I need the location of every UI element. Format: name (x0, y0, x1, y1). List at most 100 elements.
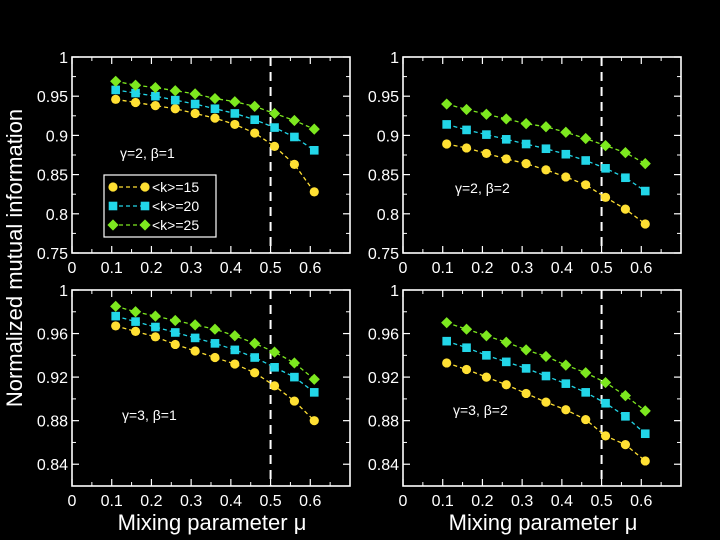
panel-bottom-left: 0 0.1 0.2 0.3 0.4 0.5 0.6 0.84 0.88 0.92 0.96 1 γ=3,… (37, 283, 351, 510)
data-point (521, 388, 531, 399)
data-point (601, 398, 610, 408)
data-point (561, 149, 571, 159)
data-point (269, 141, 280, 151)
data-point (640, 219, 650, 229)
x-tick-label: 0.5 (590, 493, 612, 510)
data-point (621, 412, 630, 421)
data-point (620, 204, 631, 214)
data-point (580, 132, 592, 145)
x-tick-label: 0.6 (299, 493, 321, 510)
series-k25 (441, 98, 651, 170)
data-point (309, 187, 319, 197)
data-point (249, 100, 261, 112)
data-point (111, 321, 121, 331)
data-point (250, 368, 260, 378)
plot-frame (402, 56, 682, 254)
data-point (230, 359, 240, 369)
series-k20 (111, 85, 319, 155)
x-tick-label: 0 (399, 493, 408, 510)
y-tick-label: 0.96 (368, 327, 399, 344)
x-tick-label: 0.1 (432, 493, 454, 510)
data-point (481, 372, 491, 382)
data-point (442, 336, 451, 346)
y-tick-label: 0.85 (368, 168, 399, 185)
data-point (190, 333, 200, 343)
y-tick-label: 1 (59, 50, 68, 67)
data-point (170, 328, 180, 337)
x-tick-label: 0.4 (220, 260, 242, 277)
y-tick-label: 0.92 (37, 370, 68, 387)
legend-item-k15: <k>=15 (108, 179, 199, 195)
data-point (189, 319, 201, 331)
data-point (209, 323, 221, 335)
data-point (501, 357, 511, 367)
data-point (111, 94, 121, 104)
data-point (151, 322, 160, 332)
data-point (520, 344, 532, 356)
legend-item-k25: <k>=25 (107, 217, 199, 233)
y-tick-label: 1 (59, 283, 68, 300)
data-point (581, 414, 591, 425)
legend-marker (108, 201, 118, 211)
data-point (619, 390, 631, 402)
data-point (500, 336, 512, 348)
data-point (268, 346, 281, 358)
data-point (640, 429, 650, 439)
data-point (290, 132, 299, 142)
data-point (442, 358, 452, 368)
data-point (619, 147, 631, 159)
data-point (149, 81, 161, 94)
data-point (621, 173, 630, 183)
y-tick-label: 1 (390, 50, 399, 67)
data-point (480, 108, 492, 120)
y-tick-label: 0.75 (368, 246, 399, 263)
series-k25 (110, 300, 320, 385)
panel-bottom-right: 0 0.1 0.2 0.3 0.4 0.5 0.6 0.84 0.88 0.92 0.96 1 γ=3,… (368, 283, 682, 510)
legend-label: <k>=15 (152, 179, 199, 195)
y-tick-label: 0.96 (37, 327, 68, 344)
panel-label: γ=2, β=1 (120, 145, 175, 161)
x-tick-label: 0.3 (180, 260, 202, 277)
x-tick-label: 0.3 (180, 493, 202, 510)
y-tick-label: 0.95 (368, 89, 399, 106)
x-tick-label: 0.1 (101, 493, 123, 510)
data-point (561, 172, 571, 182)
y-tick-label: 1 (390, 283, 399, 300)
y-tick-label: 0.85 (37, 168, 68, 185)
data-point (541, 371, 551, 381)
data-point (288, 114, 300, 127)
x-tick-label: 0.6 (630, 260, 652, 277)
data-point (521, 364, 531, 373)
data-point (209, 92, 221, 105)
data-point (541, 144, 551, 154)
x-tick-label: 0.3 (511, 260, 533, 277)
data-point (250, 128, 260, 138)
data-point (309, 388, 319, 397)
panel-label: γ=3, β=2 (453, 402, 508, 418)
data-point (249, 337, 261, 349)
series-k25 (441, 317, 651, 417)
data-point (441, 98, 453, 110)
data-point (442, 139, 452, 149)
data-point (151, 91, 160, 101)
y-tick-label: 0.75 (37, 246, 68, 263)
data-point (189, 88, 201, 100)
x-tick-label: 0.3 (511, 493, 533, 510)
data-point (230, 345, 240, 355)
data-point (288, 357, 300, 369)
data-point (500, 113, 512, 125)
x-tick-label: 0.1 (432, 260, 454, 277)
data-point (210, 352, 220, 363)
data-point (462, 343, 471, 353)
data-point (309, 416, 319, 426)
x-tick-label: 0.2 (140, 493, 162, 510)
data-point (289, 159, 299, 170)
data-point (150, 332, 160, 342)
data-point (482, 351, 491, 360)
data-point (501, 380, 511, 390)
data-point (639, 405, 651, 417)
data-point (289, 396, 299, 406)
data-point (481, 148, 491, 159)
panels: 0 0.1 0.2 0.3 0.4 0.5 0.6 0.75 0.8 0.85 0.9 0.95 1 γ=… (37, 50, 682, 510)
y-tick-label: 0.88 (37, 414, 68, 431)
